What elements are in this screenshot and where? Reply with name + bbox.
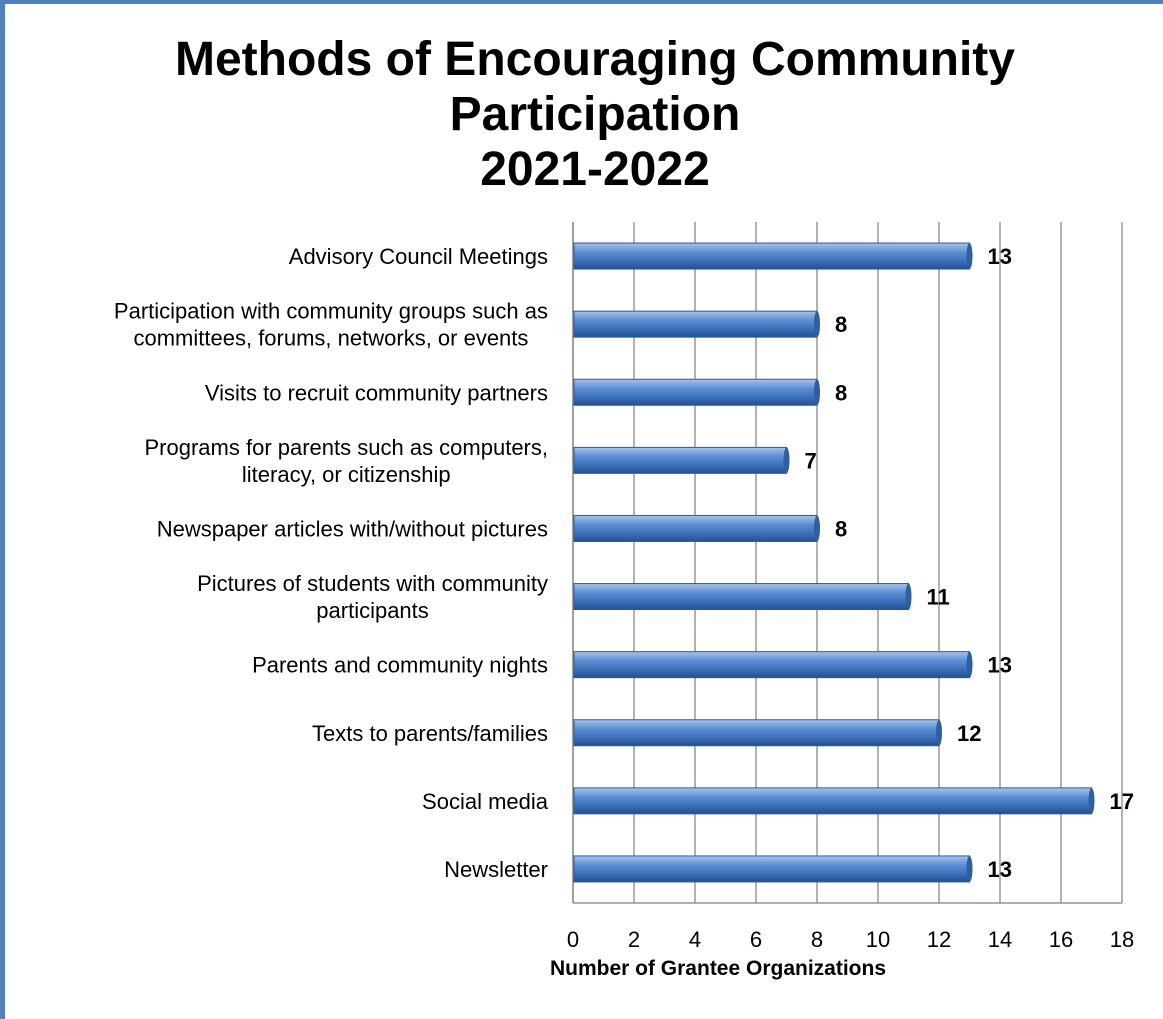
category-label-8: Social media bbox=[422, 789, 549, 814]
data-label-1: 8 bbox=[835, 312, 847, 337]
data-label-8: 17 bbox=[1110, 789, 1134, 814]
category-label-1-line-1: committees, forums, networks, or events bbox=[134, 326, 529, 351]
category-label-6-line-0: Parents and community nights bbox=[252, 653, 548, 678]
category-label-2-line-0: Visits to recruit community partners bbox=[205, 380, 548, 405]
bar-end-5 bbox=[905, 583, 912, 610]
data-label-6: 13 bbox=[988, 653, 1012, 678]
chart-title-line-2: Participation bbox=[449, 88, 741, 141]
bar-end-7 bbox=[936, 719, 942, 746]
category-label-5-line-0: Pictures of students with community bbox=[197, 571, 548, 596]
data-label-7: 12 bbox=[957, 721, 981, 746]
bar-1 bbox=[573, 310, 818, 338]
bar-end-1 bbox=[814, 311, 820, 338]
category-labels: Advisory Council Meetings Participation w… bbox=[114, 244, 549, 882]
bar-end-9 bbox=[966, 855, 973, 882]
chart-title-line-1: Methods of Encouraging Community bbox=[175, 33, 1015, 86]
x-tick-label-10: 10 bbox=[866, 927, 890, 952]
x-axis-title: Number of Grantee Organizations bbox=[550, 957, 886, 980]
chart-title: Methods of Encouraging Community Partici… bbox=[125, 32, 1065, 197]
x-tick-label-4: 4 bbox=[689, 927, 701, 952]
category-label-8-line-0: Social media bbox=[422, 789, 549, 814]
x-tick-label-14: 14 bbox=[988, 927, 1012, 952]
bar-2 bbox=[573, 378, 818, 406]
x-tick-label-12: 12 bbox=[927, 927, 951, 952]
x-axis-ticks: 0 2 4 6 8 10 12 14 16 18 bbox=[567, 927, 1134, 952]
category-label-5: Pictures of students with community parti… bbox=[197, 571, 548, 623]
data-label-0: 13 bbox=[988, 244, 1012, 269]
x-tick-label-16: 16 bbox=[1049, 927, 1073, 952]
chart-title-line-3: 2021-2022 bbox=[480, 143, 710, 196]
category-label-4-line-0: Newspaper articles with/without pictures bbox=[157, 516, 548, 541]
category-label-9-line-0: Newsletter bbox=[444, 857, 548, 882]
x-tick-label-8: 8 bbox=[811, 927, 823, 952]
bar-end-3 bbox=[783, 447, 790, 474]
bar-end-4 bbox=[814, 515, 820, 542]
category-label-0-line-0: Advisory Council Meetings bbox=[289, 244, 548, 269]
category-label-3-line-1: literacy, or citizenship bbox=[242, 462, 451, 487]
category-label-2: Visits to recruit community partners bbox=[205, 380, 548, 405]
x-tick-label-6: 6 bbox=[750, 927, 762, 952]
x-tick-label-18: 18 bbox=[1110, 927, 1134, 952]
bar-7 bbox=[573, 719, 940, 747]
data-label-9: 13 bbox=[988, 857, 1012, 882]
data-label-4: 8 bbox=[835, 516, 847, 541]
bar-end-6 bbox=[966, 651, 973, 678]
category-label-6: Parents and community nights bbox=[252, 653, 548, 678]
category-label-9: Newsletter bbox=[444, 857, 548, 882]
data-label-5: 11 bbox=[927, 585, 950, 610]
bar-6 bbox=[573, 651, 970, 679]
category-label-0: Advisory Council Meetings bbox=[289, 244, 548, 269]
category-label-1: Participation with community groups such… bbox=[114, 299, 548, 351]
bar-0 bbox=[573, 242, 970, 270]
bar-8 bbox=[573, 787, 1092, 815]
category-label-3: Programs for parents such as computers, l… bbox=[145, 435, 549, 487]
bar-5 bbox=[573, 583, 909, 611]
bar-end-8 bbox=[1088, 787, 1095, 814]
category-label-7-line-0: Texts to parents/families bbox=[312, 721, 548, 746]
category-label-7: Texts to parents/families bbox=[312, 721, 548, 746]
x-tick-label-2: 2 bbox=[628, 927, 640, 952]
data-labels: 13 8 8 7 8 11 13 12 17 13 bbox=[805, 244, 1134, 882]
bar-3 bbox=[573, 446, 787, 474]
data-label-3: 7 bbox=[805, 448, 817, 473]
bar-end-2 bbox=[814, 379, 820, 406]
bar-4 bbox=[573, 514, 818, 542]
category-label-1-line-0: Participation with community groups such… bbox=[114, 299, 548, 324]
bars bbox=[573, 242, 1095, 883]
category-label-4: Newspaper articles with/without pictures bbox=[157, 516, 548, 541]
category-label-5-line-1: participants bbox=[316, 598, 429, 623]
bar-9 bbox=[573, 855, 970, 883]
data-label-2: 8 bbox=[835, 380, 847, 405]
category-label-3-line-0: Programs for parents such as computers, bbox=[145, 435, 549, 460]
bar-end-0 bbox=[966, 243, 973, 270]
x-tick-label-0: 0 bbox=[567, 927, 579, 952]
